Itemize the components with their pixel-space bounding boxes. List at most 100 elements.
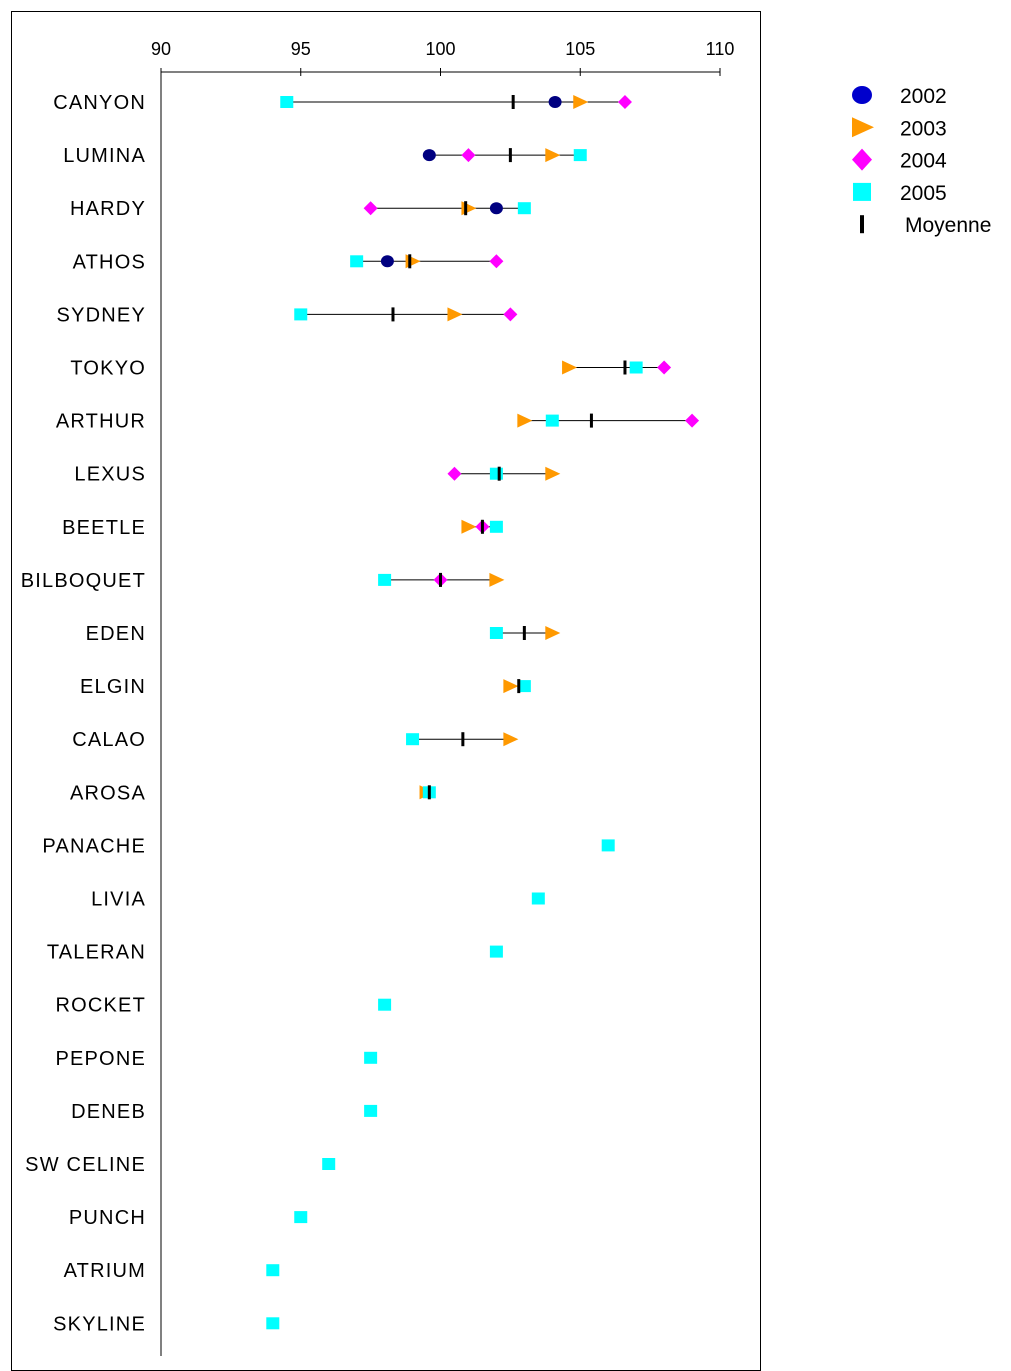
marker-2005 xyxy=(489,467,503,480)
legend: 2002 2003 2004 2005 Moyenne xyxy=(852,85,991,237)
marker-moyenne xyxy=(461,732,465,747)
marker-2005 xyxy=(545,414,559,427)
legend-marker xyxy=(852,86,872,104)
marker-2003 xyxy=(405,254,421,269)
category-label: LEXUS xyxy=(74,464,146,486)
marker-2005 xyxy=(517,680,531,693)
marker-2004 xyxy=(617,95,632,109)
marker-2005 xyxy=(266,1264,280,1277)
marker-moyenne xyxy=(517,679,521,694)
marker-2004 xyxy=(461,148,476,163)
marker-2003 xyxy=(573,95,589,109)
legend-marker xyxy=(860,215,864,234)
category-label: ARTHUR xyxy=(56,411,146,433)
x-tick-label: 110 xyxy=(706,39,735,59)
marker-2005 xyxy=(489,945,503,958)
marker-2002 xyxy=(548,96,562,108)
legend-marker xyxy=(852,117,874,138)
x-tick-label: 105 xyxy=(565,39,595,59)
category-label: AROSA xyxy=(70,782,146,804)
marker-moyenne xyxy=(439,572,442,587)
category-label: DENEB xyxy=(71,1101,146,1123)
category-label: PUNCH xyxy=(69,1207,146,1229)
x-tick-label: 100 xyxy=(425,39,455,59)
marker-2004 xyxy=(657,360,672,375)
marker-2005 xyxy=(601,839,615,852)
category-label: PEPONE xyxy=(55,1048,146,1070)
category-label: ELGIN xyxy=(80,676,146,698)
marker-2004 xyxy=(503,307,518,322)
marker-2002 xyxy=(380,255,394,268)
marker-2005 xyxy=(629,361,643,374)
marker-moyenne xyxy=(623,360,627,375)
marker-2005 xyxy=(489,627,503,639)
marker-2005 xyxy=(378,573,392,586)
x-tick-label: 95 xyxy=(291,39,311,59)
category-label: HARDY xyxy=(70,198,146,220)
category-label: CANYON xyxy=(53,92,146,114)
marker-2005 xyxy=(266,1317,280,1330)
marker-2005 xyxy=(322,1158,336,1170)
category-label: EDEN xyxy=(86,623,146,645)
legend-marker xyxy=(853,182,871,201)
marker-2005 xyxy=(573,149,587,162)
marker-2003 xyxy=(517,413,533,428)
category-labels: CANYON LUMINA HARDY ATHOS SYDNEY TOKYO ARTHUR L… xyxy=(21,92,146,1335)
marker-2003 xyxy=(545,626,561,640)
category-label: TALERAN xyxy=(47,942,146,964)
marker-2003 xyxy=(503,732,519,747)
category-label: ATRIUM xyxy=(64,1260,146,1282)
category-label: BILBOQUET xyxy=(21,570,146,592)
marker-2005 xyxy=(378,998,392,1011)
marker-2005 xyxy=(406,733,420,746)
marker-2002 xyxy=(489,202,503,215)
category-label: SW CELINE xyxy=(25,1154,146,1176)
legend-label: Moyenne xyxy=(905,214,991,237)
legend-label: 2005 xyxy=(900,182,947,205)
category-label: SYDNEY xyxy=(57,304,146,326)
category-label: PANACHE xyxy=(42,835,146,857)
marker-2002 xyxy=(422,149,436,162)
marker-2003 xyxy=(503,679,519,694)
data-marks xyxy=(266,95,700,1330)
x-tick-label: 90 xyxy=(151,39,171,59)
legend-label: 2003 xyxy=(900,117,947,140)
marker-moyenne xyxy=(522,626,526,640)
marker-2003 xyxy=(562,360,578,375)
marker-2005 xyxy=(350,255,364,268)
marker-moyenne xyxy=(427,785,431,800)
marker-2003 xyxy=(489,572,505,587)
marker-2005 xyxy=(294,1211,308,1224)
marker-2005 xyxy=(364,1051,378,1064)
marker-moyenne xyxy=(391,307,395,322)
marker-moyenne xyxy=(480,519,484,534)
marker-2005 xyxy=(364,1104,378,1117)
legend-label: 2004 xyxy=(900,150,947,173)
marker-2004 xyxy=(489,254,504,269)
marker-moyenne xyxy=(497,466,501,481)
marker-2003 xyxy=(461,519,477,534)
marker-2005 xyxy=(489,520,503,533)
marker-2005 xyxy=(531,892,545,905)
category-label: LIVIA xyxy=(91,889,146,911)
marker-2004 xyxy=(685,413,700,428)
marker-moyenne xyxy=(464,201,468,216)
marker-2004 xyxy=(363,201,378,216)
marker-2003 xyxy=(545,148,561,163)
marker-2005 xyxy=(294,308,308,321)
legend-label: 2002 xyxy=(900,85,947,108)
category-label: SKYLINE xyxy=(53,1313,146,1335)
axes: 90 95 100 105 110 xyxy=(151,39,734,1356)
marker-2003 xyxy=(461,201,477,216)
category-label: BEETLE xyxy=(62,517,146,539)
marker-2004 xyxy=(447,466,462,481)
category-label: ATHOS xyxy=(73,251,146,273)
marker-moyenne xyxy=(589,413,593,428)
marker-2005 xyxy=(517,202,531,215)
category-label: CALAO xyxy=(72,729,146,751)
category-label: ROCKET xyxy=(55,995,146,1017)
legend-marker xyxy=(852,148,872,171)
marker-2005 xyxy=(280,96,294,108)
marker-moyenne xyxy=(511,95,515,109)
